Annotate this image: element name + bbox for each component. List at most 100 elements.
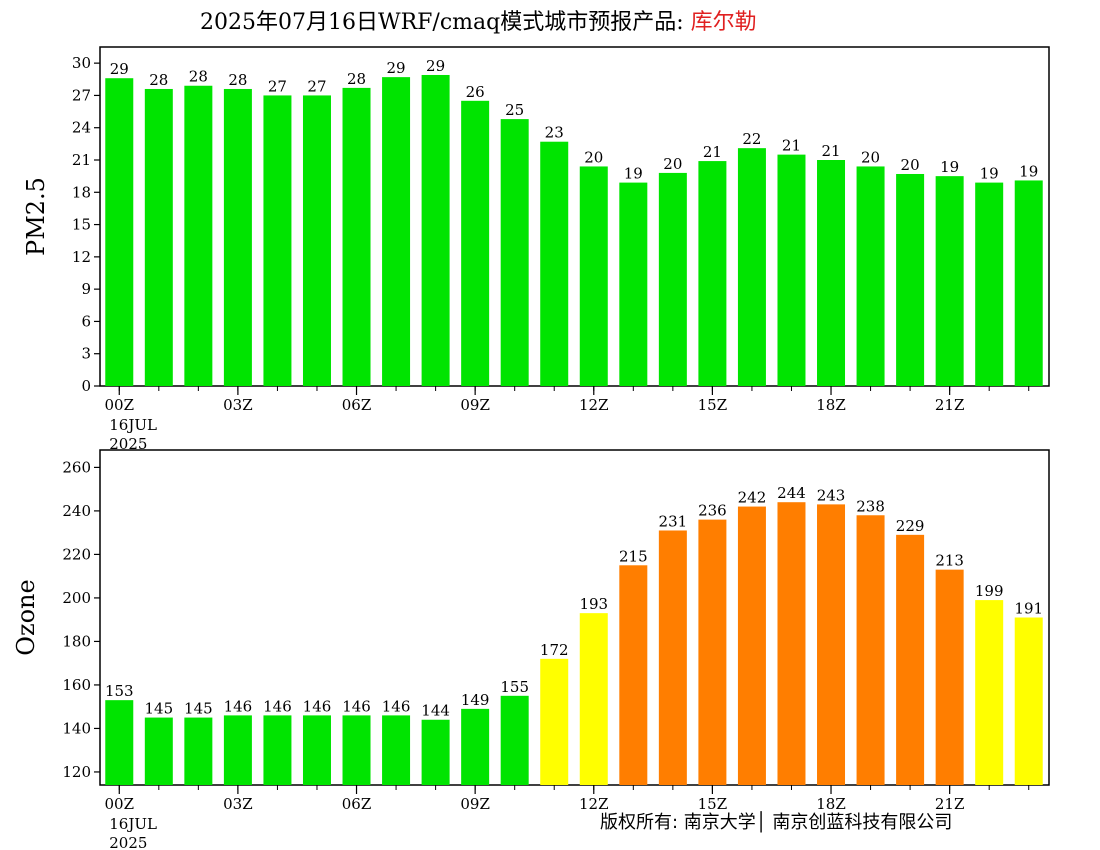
- chart-title: 2025年07月16日WRF/cmaq模式城市预报产品: 库尔勒: [200, 4, 757, 36]
- bar: [223, 88, 252, 386]
- bar: [500, 695, 529, 785]
- bar-value-label: 29: [426, 57, 445, 75]
- bar-value-label: 27: [307, 77, 326, 95]
- y-tick-label: 21: [72, 151, 91, 169]
- bar: [935, 176, 964, 386]
- x-tick-label: 12Z: [579, 396, 609, 414]
- bar: [777, 502, 806, 785]
- bar-value-label: 215: [619, 547, 648, 565]
- x-tick-label: 09Z: [460, 795, 490, 813]
- bar-value-label: 19: [1019, 162, 1038, 180]
- bar: [263, 95, 292, 386]
- bar: [223, 715, 252, 785]
- bar: [461, 100, 490, 387]
- bar: [935, 569, 964, 785]
- bar: [1014, 617, 1043, 785]
- bar: [658, 172, 687, 386]
- bar-value-label: 244: [777, 484, 806, 502]
- bar: [975, 182, 1004, 386]
- y-axis-title: Ozone: [12, 579, 40, 655]
- y-tick-label: 12: [72, 248, 91, 266]
- bar-value-label: 144: [421, 702, 450, 720]
- bar-value-label: 21: [703, 143, 722, 161]
- bar: [1014, 180, 1043, 386]
- y-tick-label: 180: [62, 632, 91, 650]
- bar: [382, 77, 411, 386]
- x-tick-label: 06Z: [342, 396, 372, 414]
- bar-value-label: 193: [579, 595, 608, 613]
- bar-value-label: 20: [901, 156, 920, 174]
- x-tick-label: 12Z: [579, 795, 609, 813]
- bar: [342, 87, 371, 387]
- copyright-footer: 版权所有: 南京大学│ 南京创蓝科技有限公司: [600, 812, 953, 833]
- bar-value-label: 28: [149, 71, 168, 89]
- x-date-label: 2025: [109, 435, 147, 453]
- bar: [737, 148, 766, 386]
- bar-value-label: 229: [896, 517, 925, 535]
- plot-frame: [99, 449, 1050, 786]
- x-tick-label: 06Z: [342, 795, 372, 813]
- y-tick-label: 140: [62, 719, 91, 737]
- y-tick-label: 120: [62, 763, 91, 781]
- y-tick-label: 18: [72, 183, 91, 201]
- x-tick-label: 00Z: [105, 795, 135, 813]
- bar: [896, 173, 925, 386]
- y-tick-label: 15: [72, 216, 91, 234]
- bar-value-label: 21: [782, 137, 801, 155]
- y-tick-label: 200: [62, 589, 91, 607]
- bar: [540, 658, 569, 785]
- bar-value-label: 22: [742, 130, 761, 148]
- bar-value-label: 172: [540, 641, 569, 659]
- y-tick-label: 240: [62, 502, 91, 520]
- bar-value-label: 29: [387, 59, 406, 77]
- bar: [817, 160, 846, 386]
- bar: [263, 715, 292, 785]
- x-tick-label: 18Z: [816, 396, 846, 414]
- x-date-label: 16JUL: [109, 815, 157, 833]
- plot-frame: [99, 46, 1050, 387]
- x-date-label: 2025: [109, 834, 147, 850]
- bar-value-label: 149: [461, 691, 490, 709]
- bar-value-label: 21: [821, 142, 840, 160]
- bar-value-label: 20: [584, 148, 603, 166]
- bar: [184, 717, 213, 785]
- bar-value-label: 19: [624, 165, 643, 183]
- x-tick-label: 00Z: [105, 396, 135, 414]
- bar-value-label: 28: [189, 68, 208, 86]
- bar: [144, 717, 173, 785]
- bar-value-label: 213: [935, 552, 964, 570]
- bar: [698, 519, 727, 785]
- bar: [619, 565, 648, 785]
- bar: [302, 95, 331, 386]
- bar-value-label: 28: [228, 71, 247, 89]
- bar-value-label: 191: [1014, 600, 1043, 618]
- bar-value-label: 243: [817, 486, 846, 504]
- x-tick-label: 21Z: [935, 795, 965, 813]
- title-location: 库尔勒: [690, 10, 757, 35]
- bar: [342, 715, 371, 785]
- x-date-label: 16JUL: [109, 416, 157, 434]
- bar-value-label: 155: [500, 678, 529, 696]
- title-text: 2025年07月16日WRF/cmaq模式城市预报产品:: [200, 10, 691, 35]
- bar: [144, 88, 173, 386]
- bar-value-label: 27: [268, 77, 287, 95]
- x-tick-label: 21Z: [935, 396, 965, 414]
- bar: [105, 78, 134, 386]
- bar: [540, 141, 569, 386]
- bar-value-label: 199: [975, 582, 1004, 600]
- x-tick-label: 09Z: [460, 396, 490, 414]
- bar: [856, 166, 885, 386]
- y-tick-label: 24: [72, 119, 91, 137]
- bar: [421, 74, 450, 386]
- bar: [658, 530, 687, 785]
- bar: [500, 119, 529, 386]
- bar-value-label: 26: [466, 83, 485, 101]
- bar: [382, 715, 411, 785]
- y-axis-title: PM2.5: [22, 177, 50, 256]
- y-tick-label: 6: [81, 312, 91, 330]
- bar-value-label: 25: [505, 101, 524, 119]
- bar: [619, 182, 648, 386]
- y-tick-label: 160: [62, 676, 91, 694]
- bar-value-label: 20: [663, 155, 682, 173]
